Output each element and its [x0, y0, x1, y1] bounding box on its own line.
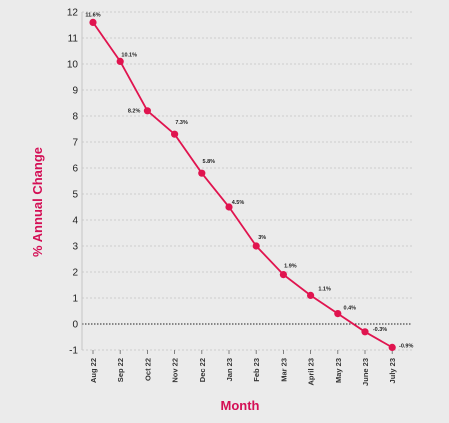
data-label: 0.4%: [344, 306, 357, 312]
y-tick-label: -1: [69, 346, 78, 357]
x-tick-label: Dec 22: [198, 358, 207, 382]
data-point: [279, 271, 287, 279]
series-line: [92, 21, 393, 349]
data-point: [198, 169, 206, 177]
data-label: 5.8%: [203, 159, 216, 165]
y-tick-label: 10: [67, 60, 79, 71]
data-point: [171, 130, 179, 138]
data-label: -0.9%: [399, 343, 413, 349]
y-tick-label: 11: [68, 34, 79, 45]
y-tick-label: 6: [72, 164, 78, 175]
data-label: 8.2%: [128, 108, 141, 114]
x-tick-label: July 23: [388, 358, 397, 383]
x-tick-label: May 23: [334, 358, 343, 383]
x-tick-label: Aug 22: [89, 358, 98, 383]
data-label: 11.6%: [85, 12, 100, 18]
data-point: [388, 343, 396, 351]
data-point: [361, 328, 369, 336]
series-layer: [89, 18, 396, 351]
y-tick-label: 7: [72, 138, 78, 149]
y-tick-label: 9: [72, 86, 78, 97]
y-tick-label: 1: [72, 294, 78, 305]
data-label: 3%: [258, 235, 266, 241]
y-axis-title: % Annual Change: [30, 147, 45, 257]
grid-layer: [82, 11, 412, 351]
x-tick-label: Oct 22: [143, 358, 152, 381]
x-tick-label: Mar 23: [279, 358, 288, 382]
y-tick-label: 2: [72, 268, 78, 279]
data-point: [143, 107, 151, 115]
y-tick-label: 12: [67, 8, 79, 19]
y-tick-label: 3: [72, 242, 78, 253]
data-label: 10.1%: [121, 52, 137, 58]
x-axis-title: Month: [221, 398, 260, 413]
data-label: -0.3%: [373, 327, 387, 333]
x-tick-label: Sep 22: [116, 358, 125, 382]
y-tick-label: 8: [72, 112, 78, 123]
data-point: [225, 203, 233, 211]
x-tick-label: Nov 22: [171, 358, 180, 383]
data-label: 7.3%: [175, 120, 188, 126]
data-label: 4.5%: [232, 200, 245, 206]
y-tick-label: 5: [72, 190, 78, 201]
data-point: [307, 291, 315, 299]
data-point: [252, 242, 260, 250]
data-label: 1.9%: [284, 264, 297, 270]
y-tick-label: 4: [72, 216, 78, 227]
data-label-layer: 11.6% 10.1% 8.2% 7.3% 5.8% 4.5% 3% 1.9% 1.1% 0.4%…: [85, 12, 413, 349]
data-point: [334, 310, 342, 318]
x-tick-label: June 23: [361, 358, 370, 386]
data-label: 1.1%: [318, 286, 331, 292]
x-tick-label: April 23: [307, 358, 316, 386]
y-tick-label: 0: [72, 320, 78, 331]
data-point: [116, 57, 124, 65]
x-tick-label: Jan 23: [225, 358, 234, 381]
data-point: [89, 18, 97, 26]
x-tick-label: Feb 23: [252, 358, 261, 382]
